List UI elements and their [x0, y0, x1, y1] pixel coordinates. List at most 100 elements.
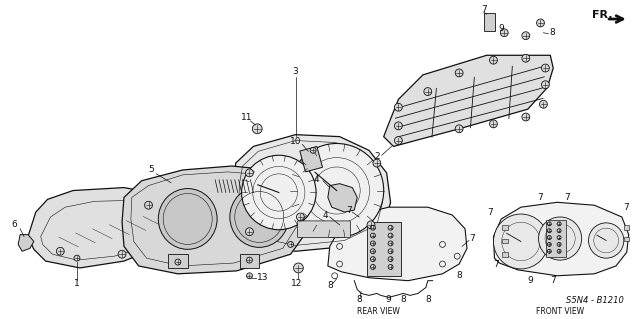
- Circle shape: [547, 229, 551, 233]
- Text: 8: 8: [356, 295, 362, 304]
- Circle shape: [536, 19, 545, 27]
- Circle shape: [175, 259, 181, 265]
- Text: 3: 3: [292, 67, 298, 77]
- FancyBboxPatch shape: [298, 221, 350, 238]
- Circle shape: [371, 249, 376, 254]
- Circle shape: [557, 222, 561, 226]
- Text: 7: 7: [488, 208, 493, 217]
- Polygon shape: [328, 184, 357, 212]
- Text: 8: 8: [401, 295, 406, 304]
- Polygon shape: [328, 207, 467, 281]
- Ellipse shape: [230, 187, 289, 247]
- Circle shape: [547, 236, 551, 240]
- Circle shape: [547, 222, 551, 226]
- Circle shape: [388, 264, 393, 270]
- Circle shape: [424, 88, 432, 95]
- Circle shape: [490, 120, 497, 128]
- Polygon shape: [122, 166, 310, 274]
- Circle shape: [246, 257, 252, 263]
- Text: 1: 1: [74, 279, 80, 288]
- Circle shape: [541, 64, 549, 72]
- Text: 7: 7: [346, 206, 352, 215]
- Circle shape: [246, 169, 253, 177]
- Circle shape: [242, 155, 316, 230]
- Polygon shape: [18, 234, 34, 251]
- Bar: [502, 252, 508, 257]
- Text: 13: 13: [257, 273, 269, 282]
- Circle shape: [455, 125, 463, 133]
- Text: 6: 6: [12, 220, 17, 229]
- Circle shape: [296, 213, 305, 221]
- Circle shape: [547, 249, 551, 253]
- Bar: [168, 254, 188, 268]
- Circle shape: [394, 137, 403, 145]
- Text: 10: 10: [290, 137, 301, 146]
- Circle shape: [252, 124, 262, 134]
- Text: 9: 9: [528, 276, 534, 285]
- Circle shape: [371, 241, 376, 246]
- Text: 7: 7: [623, 203, 628, 212]
- Text: 7: 7: [538, 193, 543, 202]
- Circle shape: [522, 54, 530, 62]
- Circle shape: [367, 221, 375, 229]
- Circle shape: [371, 257, 376, 262]
- Circle shape: [557, 242, 561, 246]
- Polygon shape: [493, 202, 628, 276]
- Circle shape: [56, 247, 64, 255]
- Text: 2: 2: [374, 152, 380, 161]
- Text: 9: 9: [386, 295, 392, 304]
- Bar: [624, 225, 628, 230]
- Ellipse shape: [158, 189, 217, 249]
- Circle shape: [371, 225, 376, 230]
- Bar: [484, 13, 495, 31]
- Circle shape: [371, 264, 376, 270]
- Text: 12: 12: [291, 279, 302, 288]
- Text: REAR VIEW: REAR VIEW: [357, 307, 400, 316]
- Circle shape: [557, 236, 561, 240]
- Text: 7: 7: [469, 234, 475, 243]
- Text: 8: 8: [549, 28, 555, 37]
- Polygon shape: [28, 188, 175, 268]
- Bar: [624, 237, 628, 241]
- Text: 8: 8: [456, 271, 462, 280]
- Text: FRONT VIEW: FRONT VIEW: [536, 307, 584, 316]
- Circle shape: [493, 214, 548, 269]
- Circle shape: [522, 113, 530, 121]
- Polygon shape: [232, 135, 390, 251]
- Circle shape: [388, 249, 393, 254]
- Circle shape: [394, 122, 403, 130]
- Circle shape: [373, 159, 381, 167]
- Circle shape: [388, 225, 393, 230]
- Circle shape: [74, 255, 80, 261]
- Text: 4: 4: [313, 175, 319, 184]
- Text: 7: 7: [550, 276, 556, 285]
- Text: 5: 5: [148, 166, 154, 174]
- Bar: [367, 222, 401, 276]
- Bar: [502, 225, 508, 230]
- Circle shape: [388, 233, 393, 238]
- Circle shape: [522, 32, 530, 40]
- Circle shape: [540, 100, 547, 108]
- Circle shape: [500, 29, 508, 37]
- Bar: [300, 146, 323, 172]
- Bar: [239, 254, 259, 268]
- Circle shape: [371, 233, 376, 238]
- Bar: [547, 220, 566, 257]
- Text: 11: 11: [241, 113, 252, 122]
- Circle shape: [388, 241, 393, 246]
- Polygon shape: [384, 55, 553, 146]
- Circle shape: [490, 56, 497, 64]
- Circle shape: [547, 242, 551, 246]
- Text: 9: 9: [499, 24, 504, 33]
- Circle shape: [294, 263, 303, 273]
- Circle shape: [290, 144, 384, 238]
- Circle shape: [287, 241, 294, 247]
- Circle shape: [589, 223, 624, 258]
- Circle shape: [538, 217, 582, 260]
- Circle shape: [310, 147, 316, 153]
- Circle shape: [394, 103, 403, 111]
- Text: 8: 8: [327, 281, 333, 290]
- Text: 7: 7: [481, 5, 486, 14]
- Circle shape: [246, 273, 252, 279]
- Circle shape: [118, 250, 126, 258]
